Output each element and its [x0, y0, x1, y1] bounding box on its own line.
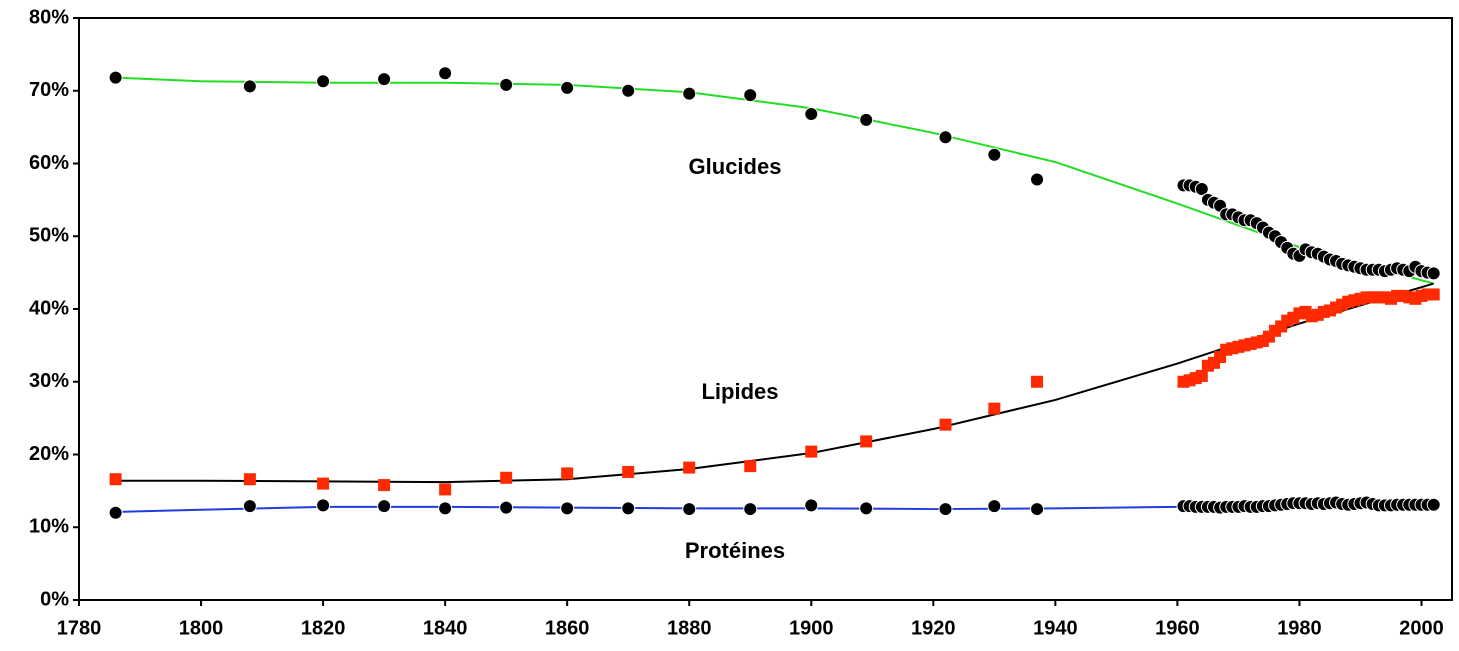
point: [108, 505, 123, 520]
x-tick-label: 1960: [1155, 617, 1200, 639]
x-tick-label: 1900: [789, 617, 834, 639]
point: [621, 83, 636, 98]
x-tick-label: 1880: [667, 617, 712, 639]
point: [499, 500, 514, 515]
point: [622, 465, 635, 478]
x-tick-label: 1860: [545, 617, 590, 639]
point: [1031, 375, 1044, 388]
point: [987, 499, 1002, 514]
point: [744, 460, 757, 473]
point: [499, 77, 514, 92]
point: [108, 70, 123, 85]
point: [860, 435, 873, 448]
point: [682, 502, 697, 517]
series-label: Protéines: [685, 538, 785, 563]
y-tick-label: 70%: [29, 79, 69, 101]
y-tick-label: 0%: [40, 588, 69, 610]
x-tick-label: 1780: [57, 617, 102, 639]
point: [1194, 181, 1209, 196]
x-tick-label: 1940: [1033, 617, 1078, 639]
y-tick-label: 10%: [29, 516, 69, 538]
point: [683, 461, 696, 474]
point: [316, 498, 331, 513]
point: [560, 80, 575, 95]
series-label: Glucides: [689, 154, 782, 179]
point: [561, 467, 574, 480]
point: [805, 445, 818, 458]
point: [439, 483, 452, 496]
point: [316, 74, 331, 89]
series-label: Lipides: [701, 379, 778, 404]
point: [317, 477, 330, 490]
point: [1030, 172, 1045, 187]
x-tick-label: 1820: [301, 617, 346, 639]
x-tick-label: 1800: [179, 617, 224, 639]
x-tick-label: 2000: [1399, 617, 1444, 639]
point: [438, 66, 453, 81]
point: [621, 501, 636, 516]
point: [377, 72, 392, 87]
y-tick-label: 50%: [29, 225, 69, 247]
point: [938, 502, 953, 517]
plot-frame: [78, 17, 1453, 601]
y-tick-label: 40%: [29, 297, 69, 319]
point: [438, 501, 453, 516]
y-tick-label: 80%: [29, 6, 69, 28]
point: [859, 112, 874, 127]
point: [987, 147, 1002, 162]
point: [804, 107, 819, 122]
point: [938, 130, 953, 145]
point: [560, 501, 575, 516]
trend-line: [115, 76, 1434, 285]
point: [743, 502, 758, 517]
point: [682, 86, 697, 101]
point: [1427, 288, 1440, 301]
point: [378, 479, 391, 492]
point: [1195, 369, 1208, 382]
point: [804, 498, 819, 513]
x-tick-label: 1840: [423, 617, 468, 639]
y-tick-label: 60%: [29, 152, 69, 174]
y-tick-label: 30%: [29, 370, 69, 392]
point: [1030, 502, 1045, 517]
point: [242, 79, 257, 94]
point: [242, 499, 257, 514]
x-tick-label: 1920: [911, 617, 956, 639]
point: [743, 88, 758, 103]
y-tick-label: 20%: [29, 443, 69, 465]
point: [500, 471, 513, 484]
point: [859, 501, 874, 516]
point: [988, 402, 1001, 415]
point: [243, 473, 256, 486]
point: [109, 473, 122, 486]
point: [939, 418, 952, 431]
point: [377, 499, 392, 514]
x-tick-label: 1980: [1277, 617, 1322, 639]
point: [1426, 497, 1441, 512]
point: [1426, 266, 1441, 281]
